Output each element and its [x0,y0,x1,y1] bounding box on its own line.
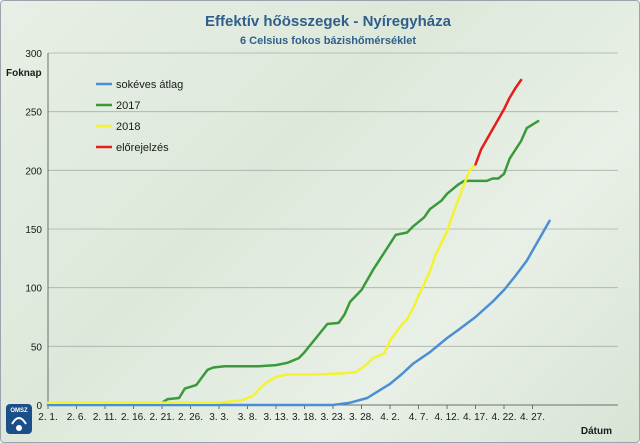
x-tick-label: 4. 7. [409,412,428,423]
series-line-3 [474,78,523,166]
y-tick-label: 0 [36,401,42,412]
x-tick-label: 4. 22. [491,412,516,423]
omsz-logo: OMSZ [6,404,32,434]
x-axis-ticks: 2. 1. 2. 6. 2. 11. 2. 16. 2. 21. 2. 26. 3. 3. 3… [38,405,545,423]
chart-title: Effektív hőösszegek - Nyíregyháza [205,13,452,30]
x-axis-label: Dátum [581,426,612,437]
x-tick-label: 3. 3. [209,412,228,423]
x-tick-label: 3. 23. [320,412,345,423]
chart-subtitle: 6 Celsius fokos bázishőmérséklet [240,35,416,47]
y-tick-label: 200 [25,166,42,177]
legend-label: sokéves átlag [116,79,183,91]
x-tick-label: 2. 11. [93,412,117,423]
legend-label: 2017 [116,100,140,112]
x-tick-label: 2. 1. [38,412,57,423]
x-tick-label: 4. 17. [463,412,488,423]
series-line-2 [46,163,477,404]
x-tick-label: 2. 16. [121,412,146,423]
x-tick-label: 2. 21. [149,412,174,423]
x-tick-label: 4. 27. [520,412,545,423]
x-tick-label: 4. 2. [380,412,399,423]
x-tick-label: 4. 12. [434,412,459,423]
series-lines [46,78,551,407]
x-tick-label: 3. 18. [292,412,317,423]
legend: sokéves átlag 2017 2018 előrejelzés [96,79,183,154]
y-axis-label: Foknap [6,68,42,79]
series-line-1 [46,119,540,404]
y-tick-label: 100 [25,284,42,295]
x-tick-label: 2. 6. [67,412,86,423]
x-tick-label: 2. 26. [178,412,203,423]
x-tick-label: 3. 8. [238,412,257,423]
y-tick-label: 250 [25,108,42,119]
y-axis-ticks: 0 50 100 150 200 250 300 [25,49,42,412]
legend-label: előrejelzés [116,142,169,154]
x-tick-label: 3. 28. [349,412,374,423]
logo-text: OMSZ [10,408,28,414]
y-tick-label: 50 [31,342,43,353]
y-tick-label: 300 [25,49,42,60]
y-tick-label: 150 [25,225,42,236]
series-line-0 [46,219,551,407]
x-tick-label: 3. 13. [263,412,288,423]
legend-label: 2018 [116,121,140,133]
